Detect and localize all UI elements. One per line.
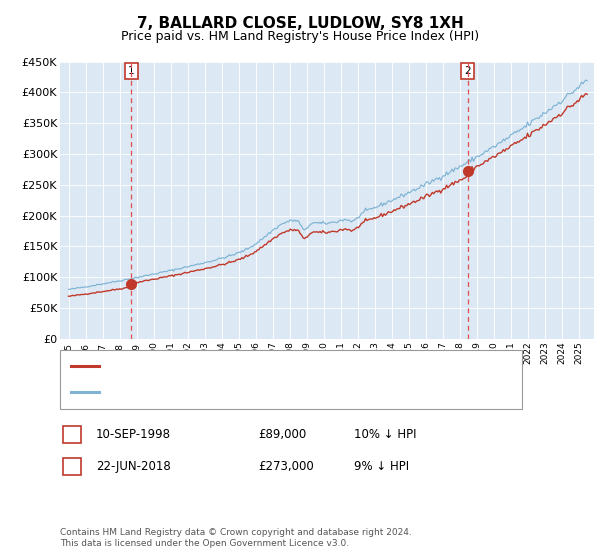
Text: Contains HM Land Registry data © Crown copyright and database right 2024.
This d: Contains HM Land Registry data © Crown c… [60, 528, 412, 548]
Text: 9% ↓ HPI: 9% ↓ HPI [354, 460, 409, 473]
Text: 10-SEP-1998: 10-SEP-1998 [96, 428, 171, 441]
Text: £89,000: £89,000 [258, 428, 306, 441]
Text: 7, BALLARD CLOSE, LUDLOW, SY8 1XH (detached house): 7, BALLARD CLOSE, LUDLOW, SY8 1XH (detac… [103, 360, 438, 373]
Text: 1: 1 [128, 66, 135, 76]
Text: 2: 2 [464, 66, 471, 76]
Text: HPI: Average price, detached house, Shropshire: HPI: Average price, detached house, Shro… [103, 386, 385, 399]
Text: 10% ↓ HPI: 10% ↓ HPI [354, 428, 416, 441]
Text: 22-JUN-2018: 22-JUN-2018 [96, 460, 171, 473]
Text: £273,000: £273,000 [258, 460, 314, 473]
Text: Price paid vs. HM Land Registry's House Price Index (HPI): Price paid vs. HM Land Registry's House … [121, 30, 479, 43]
Text: 7, BALLARD CLOSE, LUDLOW, SY8 1XH: 7, BALLARD CLOSE, LUDLOW, SY8 1XH [137, 16, 463, 31]
Text: 1: 1 [68, 428, 76, 441]
Text: 2: 2 [68, 460, 76, 473]
